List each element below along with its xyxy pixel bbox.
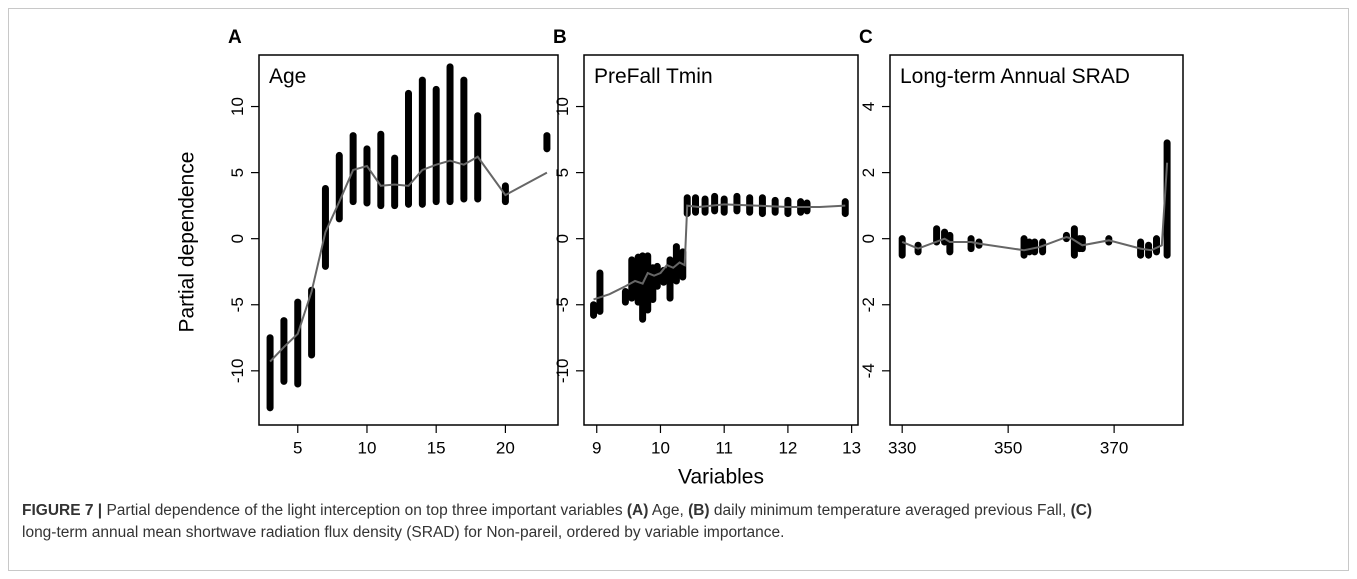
y-tick-label: 5 (228, 168, 247, 177)
panel-title: Age (269, 65, 306, 88)
ice-range (446, 63, 454, 206)
x-tick-label: 330 (888, 438, 916, 457)
y-tick-label: -5 (228, 297, 247, 312)
panel-label: C (859, 27, 873, 48)
y-tick-label: -2 (859, 297, 878, 312)
y-tick-label: 2 (859, 168, 878, 177)
ice-range (280, 317, 288, 385)
y-tick-label: 4 (859, 102, 878, 111)
caption-text: daily minimum temperature averaged previ… (709, 502, 1071, 519)
y-tick-label: -5 (553, 297, 572, 312)
caption-text: long-term annual mean shortwave radiatio… (22, 524, 785, 541)
ice-range (1025, 238, 1033, 256)
panel-title: Long-term Annual SRAD (900, 65, 1130, 88)
pd-line (269, 155, 548, 363)
caption-bold: (A) (626, 502, 649, 519)
x-axis-label: Variables (678, 466, 764, 489)
ice-range (946, 231, 954, 256)
ice-range (941, 228, 949, 246)
caption-bold: (C) (1070, 502, 1093, 519)
caption-bold: FIGURE 7 | (22, 502, 103, 519)
x-tick-label: 10 (651, 438, 670, 457)
y-tick-label: 0 (553, 234, 572, 243)
panel-title: PreFall Tmin (594, 65, 713, 88)
panel-label: A (228, 27, 242, 48)
ice-range (418, 76, 426, 208)
y-tick-label: 0 (859, 234, 878, 243)
ice-range (898, 235, 906, 259)
y-axis-label: Partial dependence (176, 152, 199, 333)
ice-range (460, 76, 468, 203)
y-tick-label: 10 (553, 97, 572, 116)
ice-range (321, 184, 329, 270)
plot-box (583, 54, 859, 426)
x-tick-label: 370 (1100, 438, 1128, 457)
pd-line (901, 162, 1169, 252)
ice-range (432, 85, 440, 206)
plot-box (258, 54, 559, 426)
ice-range (377, 130, 385, 210)
ice-range (1078, 235, 1086, 253)
caption-bold: (B) (688, 502, 710, 519)
caption: FIGURE 7 | Partial dependence of the lig… (22, 500, 1342, 544)
figure-frame (8, 8, 1349, 571)
ice-range (720, 195, 728, 216)
x-tick-label: 10 (358, 438, 377, 457)
y-tick-label: 0 (228, 234, 247, 243)
ice-range (363, 145, 371, 207)
x-tick-label: 13 (842, 438, 861, 457)
ice-range (692, 194, 700, 216)
pd-line (593, 203, 846, 301)
ice-range (405, 89, 412, 208)
ice-range (628, 256, 636, 302)
panel-label: B (553, 27, 567, 48)
ice-range (596, 269, 604, 315)
ice-range (543, 132, 551, 153)
ice-range (349, 132, 357, 206)
ice-range (294, 298, 302, 388)
ice-range (621, 288, 629, 306)
ice-range (666, 256, 674, 302)
x-tick-label: 11 (715, 438, 733, 457)
x-tick-label: 15 (427, 438, 446, 457)
ice-range (711, 192, 719, 215)
caption-text: Age, (648, 502, 689, 519)
ice-range (672, 243, 680, 285)
ice-range (733, 192, 741, 215)
ice-range (653, 262, 661, 290)
ice-range (841, 198, 849, 218)
y-tick-label: 10 (228, 97, 247, 116)
caption-text: Partial dependence of the light intercep… (102, 502, 627, 519)
ice-range (391, 154, 399, 210)
ice-range (308, 286, 316, 359)
y-tick-label: -4 (859, 363, 878, 378)
ice-range (1020, 235, 1028, 259)
ice-range (1070, 225, 1078, 259)
x-tick-label: 20 (496, 438, 515, 457)
ice-range (335, 151, 343, 223)
ice-range (590, 301, 598, 319)
ice-range (967, 235, 975, 253)
y-tick-label: -10 (553, 359, 572, 384)
ice-range (1163, 139, 1171, 259)
y-tick-label: 5 (553, 168, 572, 177)
x-tick-label: 9 (592, 438, 601, 457)
x-tick-label: 350 (994, 438, 1022, 457)
x-tick-label: 12 (778, 438, 797, 457)
plot-box (889, 54, 1184, 426)
x-tick-label: 5 (293, 438, 302, 457)
y-tick-label: -10 (228, 359, 247, 384)
ice-range (1153, 235, 1161, 256)
ice-range (266, 334, 274, 412)
ice-range (1031, 238, 1039, 256)
